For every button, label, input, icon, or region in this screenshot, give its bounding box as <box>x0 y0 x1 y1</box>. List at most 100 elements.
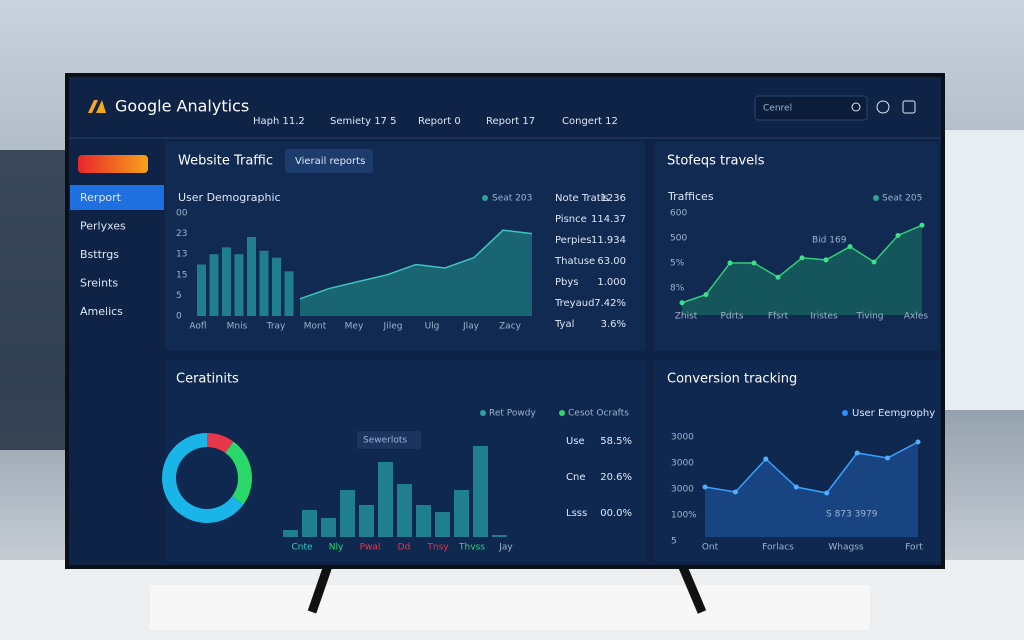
search-box[interactable] <box>754 95 868 121</box>
button[interactable] <box>285 149 373 173</box>
area <box>300 230 532 316</box>
y-label: 5 <box>176 291 182 301</box>
bar <box>197 264 206 316</box>
stat-label: Thatuse <box>554 256 595 267</box>
point <box>824 490 830 496</box>
area <box>682 225 922 315</box>
y-label: 00 <box>176 209 188 219</box>
nav-item[interactable]: Semiety 17 5 <box>330 116 396 127</box>
stat-label: Pisnce <box>555 214 587 225</box>
x-label: Ffsrt <box>768 312 789 322</box>
panel-title: Conversion tracking <box>667 372 797 387</box>
y-label: 600 <box>670 209 687 219</box>
x-label: Mnis <box>227 322 248 332</box>
y-label: 5% <box>670 259 685 269</box>
legend-swatch <box>482 195 488 201</box>
legend: User Eemgrophy <box>852 408 935 419</box>
x-label: Zacy <box>499 322 522 332</box>
bar <box>283 530 298 537</box>
background-monitor <box>0 150 70 450</box>
logo-text: Google Analytics <box>115 97 249 116</box>
sidebar-item: Rerport <box>80 191 122 204</box>
nav-item[interactable]: Congert 12 <box>562 116 618 127</box>
stat-value: 63.00 <box>597 256 626 267</box>
x-label: Whagss <box>828 543 864 553</box>
panel-title: Ceratinits <box>176 372 239 387</box>
point <box>702 484 708 490</box>
stat-label: Use <box>566 436 585 447</box>
annotation: S 873 3979 <box>826 510 878 520</box>
logo-icon <box>88 100 106 113</box>
legend-swatch <box>842 410 848 416</box>
point <box>703 292 709 298</box>
stat-value: 1236 <box>601 193 626 204</box>
nav-item[interactable]: Report 0 <box>418 116 461 127</box>
point <box>793 484 799 490</box>
x-label: Mont <box>304 322 327 332</box>
stat-value: 1.000 <box>597 277 626 288</box>
x-label: Axles <box>904 312 929 322</box>
stat-value: 3.6% <box>601 319 626 330</box>
point <box>679 300 685 306</box>
legend: Ret Powdy <box>489 409 536 419</box>
x-label: Forlacs <box>762 543 794 553</box>
icon[interactable] <box>902 100 916 114</box>
x-label: Iristes <box>810 312 838 322</box>
point <box>799 255 805 261</box>
bar <box>416 505 431 537</box>
legend: Cesot Ocrafts <box>568 409 629 419</box>
x-label: Pdrts <box>720 312 743 322</box>
stand-base <box>150 585 870 630</box>
nav-item[interactable]: Haph 11.2 <box>253 116 305 127</box>
area-line <box>299 229 533 300</box>
donut-segment <box>162 433 244 523</box>
stat-label: Lsss <box>566 508 587 519</box>
bar <box>492 535 507 537</box>
x-label: Tiving <box>856 312 884 322</box>
x-label: Thvss <box>458 543 485 553</box>
x-label: Ont <box>702 543 719 553</box>
nav-item[interactable]: Report 17 <box>486 116 535 127</box>
stat-value: 114.37 <box>591 214 626 225</box>
x-label: Pwal <box>360 543 381 553</box>
point <box>727 260 733 266</box>
x-label: Mey <box>345 322 364 332</box>
stat-value: 7.42% <box>594 298 626 309</box>
stat-label: Perpies <box>555 235 591 246</box>
stat-value: 20.6% <box>600 472 632 483</box>
point <box>885 455 891 461</box>
y-label: 3000 <box>671 459 694 469</box>
sidebar-item: Amelics <box>80 305 123 318</box>
search-icon[interactable] <box>851 102 861 112</box>
x-label: Ulg <box>425 322 440 332</box>
line <box>704 441 919 494</box>
y-label: 500 <box>670 234 687 244</box>
nav-active[interactable] <box>70 185 164 210</box>
panel-subtitle: Traffices <box>667 190 714 203</box>
stat-value: 00.0% <box>600 508 632 519</box>
point <box>751 260 757 266</box>
legend-swatch <box>873 195 879 201</box>
point <box>775 274 781 280</box>
x-label: Jileg <box>383 322 403 332</box>
bar <box>209 254 219 316</box>
x-label: Dd <box>398 543 411 553</box>
annotation: Bid 169 <box>812 236 847 246</box>
bar <box>454 490 469 537</box>
bar <box>284 271 294 316</box>
stat-label: Pbys <box>555 277 579 288</box>
y-label: 3000 <box>671 485 694 495</box>
y-label: 3000 <box>671 433 694 443</box>
panel-title: Stofeqs travels <box>667 154 765 169</box>
bar <box>272 257 281 316</box>
point <box>823 257 829 263</box>
icon[interactable] <box>876 100 890 114</box>
bar <box>340 490 355 537</box>
point <box>915 439 921 445</box>
legend: Seat 203 <box>492 194 532 204</box>
area <box>705 442 918 537</box>
legend: Seat 205 <box>882 194 922 204</box>
stat-label: Cne <box>566 472 585 483</box>
bar <box>222 247 231 316</box>
